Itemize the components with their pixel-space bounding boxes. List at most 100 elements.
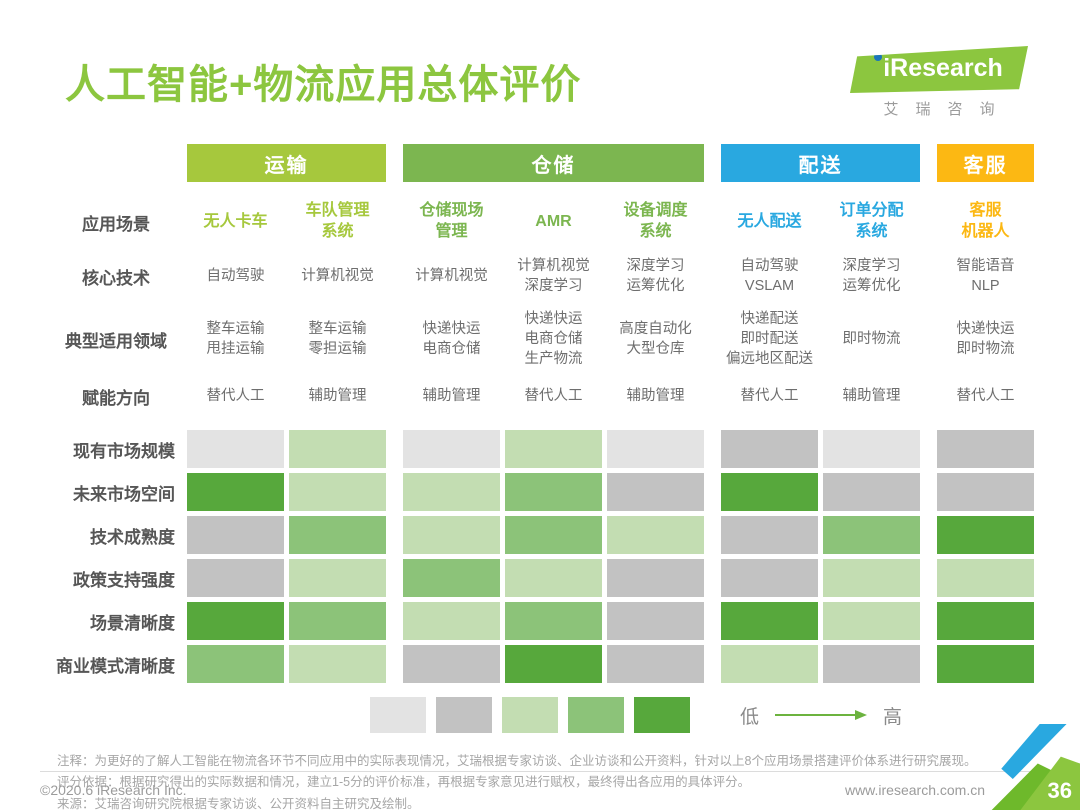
matrix-cell bbox=[187, 473, 284, 511]
matrix-row-label: 未来市场空间 bbox=[73, 484, 175, 504]
direction-cell: 替代人工 bbox=[740, 387, 799, 404]
matrix-cell bbox=[721, 430, 818, 468]
matrix-cell bbox=[937, 516, 1034, 554]
matrix-row: 政策支持强度 bbox=[45, 559, 1080, 597]
row-application-scenario: 应用场景 无人卡车 车队管理 系统 仓储现场 管理 AMR 设备调度 系统 无人… bbox=[45, 194, 1080, 250]
page-header: 人工智能+物流应用总体评价 iResearch 艾瑞咨询 bbox=[0, 0, 1080, 118]
row-label: 应用场景 bbox=[82, 214, 150, 234]
note-line: 注释：为更好的了解人工智能在物流各环节不同应用中的实际表现情况，艾瑞根据专家访谈… bbox=[57, 754, 977, 768]
matrix-cell bbox=[403, 516, 500, 554]
scenario-cell: 客服 机器人 bbox=[961, 202, 1010, 240]
matrix-cell bbox=[721, 516, 818, 554]
fields-cell: 整车运输 甩挂运输 bbox=[206, 320, 265, 357]
matrix-row: 场景清晰度 bbox=[45, 602, 1080, 640]
matrix-row-label: 技术成熟度 bbox=[90, 527, 175, 547]
matrix-cell bbox=[937, 559, 1034, 597]
legend: 低 高 bbox=[370, 697, 1080, 733]
matrix-cell bbox=[721, 602, 818, 640]
evaluation-table: 运输 仓储 配送 客服 应用场景 无人卡车 车队管理 系统 仓储现场 管理 AM… bbox=[45, 144, 1080, 733]
matrix-cell bbox=[607, 559, 704, 597]
matrix-cell bbox=[403, 473, 500, 511]
matrix-cell bbox=[187, 430, 284, 468]
matrix-row-label: 政策支持强度 bbox=[73, 570, 175, 590]
matrix-cell bbox=[721, 559, 818, 597]
matrix-cell bbox=[607, 430, 704, 468]
scenario-cell: 设备调度 系统 bbox=[623, 202, 688, 240]
direction-cell: 辅助管理 bbox=[422, 387, 481, 404]
matrix-cell bbox=[187, 516, 284, 554]
matrix-cell bbox=[289, 645, 386, 683]
scenario-cell: 无人卡车 bbox=[203, 212, 268, 230]
group-delivery: 配送 bbox=[721, 144, 920, 182]
matrix-cell bbox=[187, 559, 284, 597]
matrix-cell bbox=[823, 430, 920, 468]
scenario-cell: 仓储现场 管理 bbox=[419, 202, 484, 240]
scenario-cell: 订单分配 系统 bbox=[839, 202, 904, 240]
matrix-row-label: 场景清晰度 bbox=[90, 613, 175, 633]
direction-cell: 替代人工 bbox=[206, 387, 265, 404]
matrix-row: 未来市场空间 bbox=[45, 473, 1080, 511]
logo-brand-text: iResearch bbox=[883, 54, 1003, 82]
fields-cell: 快递配送 即时配送 偏远地区配送 bbox=[726, 310, 813, 368]
matrix-cell bbox=[823, 473, 920, 511]
legend-low-label: 低 bbox=[740, 706, 760, 728]
row-empowerment-direction: 赋能方向 替代人工 辅助管理 辅助管理 替代人工 辅助管理 替代人工 辅助管理 … bbox=[45, 376, 1080, 416]
row-typical-fields: 典型适用领域 整车运输 甩挂运输 整车运输 零担运输 快递快运 电商仓储 快递快… bbox=[45, 302, 1080, 376]
row-label: 典型适用领域 bbox=[65, 331, 167, 351]
matrix-cell bbox=[403, 602, 500, 640]
legend-swatch bbox=[634, 697, 690, 733]
website-url: www.iresearch.com.cn bbox=[844, 782, 985, 798]
matrix-cell bbox=[505, 516, 602, 554]
group-service: 客服 bbox=[937, 144, 1034, 182]
matrix-cell bbox=[823, 645, 920, 683]
fields-cell: 整车运输 零担运输 bbox=[308, 320, 367, 357]
tech-cell: 自动驾驶 bbox=[206, 267, 265, 284]
scenario-cell: 车队管理 系统 bbox=[305, 202, 370, 240]
matrix-row: 现有市场规模 bbox=[45, 430, 1080, 468]
scenario-cell: 无人配送 bbox=[737, 212, 802, 230]
matrix-row: 商业模式清晰度 bbox=[45, 645, 1080, 683]
tech-cell: 深度学习 运筹优化 bbox=[842, 257, 901, 294]
tech-cell: 计算机视觉 bbox=[301, 267, 374, 284]
legend-swatch bbox=[436, 697, 492, 733]
matrix-cell bbox=[289, 473, 386, 511]
matrix-cell bbox=[607, 516, 704, 554]
matrix-cell bbox=[823, 559, 920, 597]
matrix-row-label: 现有市场规模 bbox=[73, 441, 175, 461]
footer-bar: ©2020.6 iResearch Inc. www.iresearch.com… bbox=[40, 771, 1040, 798]
footnotes: 注释：为更好的了解人工智能在物流各环节不同应用中的实际表现情况，艾瑞根据专家访谈… bbox=[57, 751, 1080, 810]
column-group-header: 运输 仓储 配送 客服 bbox=[45, 144, 1080, 182]
page-number: 36 bbox=[1047, 778, 1072, 803]
tech-cell: 自动驾驶 VSLAM bbox=[740, 257, 799, 294]
page-title: 人工智能+物流应用总体评价 bbox=[65, 63, 582, 107]
matrix-cell bbox=[937, 430, 1034, 468]
matrix-cell bbox=[289, 516, 386, 554]
copyright-text: ©2020.6 iResearch Inc. bbox=[40, 782, 187, 798]
legend-swatch bbox=[502, 697, 558, 733]
matrix-cell bbox=[403, 559, 500, 597]
row-label: 核心技术 bbox=[82, 268, 150, 288]
fields-cell: 即时物流 bbox=[842, 330, 901, 347]
matrix-cell bbox=[187, 602, 284, 640]
direction-cell: 替代人工 bbox=[524, 387, 583, 404]
matrix-cell bbox=[823, 516, 920, 554]
matrix-cell bbox=[937, 645, 1034, 683]
row-core-technology: 核心技术 自动驾驶 计算机视觉 计算机视觉 计算机视觉 深度学习 深度学习 运筹… bbox=[45, 250, 1080, 302]
fields-cell: 高度自动化 大型仓库 bbox=[619, 320, 692, 357]
matrix-cell bbox=[607, 602, 704, 640]
matrix-cell bbox=[505, 645, 602, 683]
logo-subtitle: 艾瑞咨询 bbox=[883, 101, 1012, 118]
fields-cell: 快递快运 即时物流 bbox=[956, 320, 1015, 357]
evaluation-matrix: 现有市场规模 未来市场空间技术成熟度政策支持强度场景清晰度商业模式清晰度 bbox=[45, 430, 1080, 683]
tech-cell: 计算机视觉 深度学习 bbox=[517, 257, 590, 294]
matrix-cell bbox=[403, 645, 500, 683]
matrix-cell bbox=[937, 473, 1034, 511]
fields-cell: 快递快运 电商仓储 bbox=[422, 320, 481, 357]
matrix-cell bbox=[505, 430, 602, 468]
matrix-cell bbox=[937, 602, 1034, 640]
matrix-cell bbox=[289, 559, 386, 597]
matrix-cell bbox=[505, 559, 602, 597]
arrow-right-icon bbox=[775, 710, 868, 720]
matrix-cell bbox=[721, 645, 818, 683]
matrix-cell bbox=[607, 473, 704, 511]
